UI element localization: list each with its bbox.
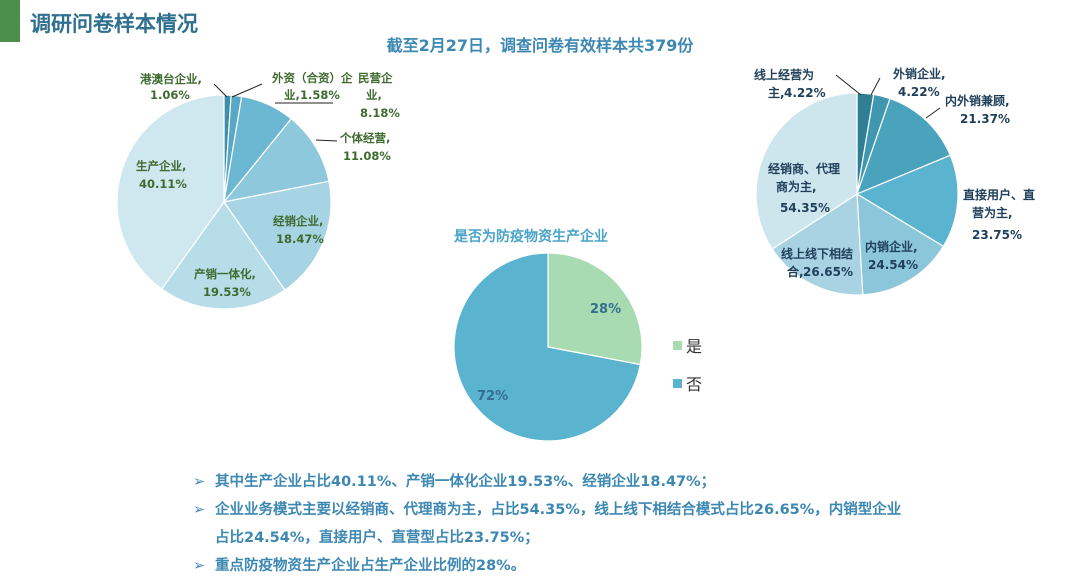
leader-line xyxy=(213,83,228,98)
slice-value: 11.08% xyxy=(343,149,391,163)
page-title: 调研问卷样本情况 xyxy=(30,12,198,36)
slice-label: 商为主, xyxy=(776,179,817,194)
finding-text: 重点防疫物资生产企业占生产企业比例的28%。 xyxy=(215,558,526,574)
pie-slice xyxy=(547,252,643,366)
slice-label: 经销商、代理 xyxy=(768,161,840,176)
pie-slice xyxy=(855,154,959,248)
slice-value: 18.47% xyxy=(276,232,324,246)
legend-swatch-no xyxy=(673,379,682,388)
findings-list: ➢ 其中生产企业占比40.11%、产销一体化企业19.53%、经销企业18.47… xyxy=(193,468,1013,580)
slice-value: 54.35% xyxy=(780,201,830,215)
slice-value: 21.37% xyxy=(960,112,1010,126)
finding-item: ➢ 其中生产企业占比40.11%、产销一体化企业19.53%、经销企业18.47… xyxy=(193,468,1013,496)
legend-swatch-yes xyxy=(673,341,682,350)
arrow-bullet-icon: ➢ xyxy=(193,502,206,518)
slice-label: 内销企业, xyxy=(865,239,918,254)
sample-subtitle: 截至2月27日，调查问卷有效样本共379份 xyxy=(386,36,694,55)
slice-label: 业, xyxy=(366,88,382,102)
slice-value: 40.11% xyxy=(139,177,187,191)
finding-item: ➢ 企业业务模式主要以经销商、代理商为主，占比54.35%，线上线下相结合模式占… xyxy=(193,496,1013,552)
business-model-pie xyxy=(755,92,959,296)
finding-text: 企业业务模式主要以经销商、代理商为主，占比54.35%，线上线下相结合模式占比2… xyxy=(215,502,902,518)
legend-label-yes: 是 xyxy=(686,337,702,356)
enterprise-type-labels: 港澳台企业, 1.06% 外资（合资）企 业, 1.58% 民营企 业, 8.1… xyxy=(136,71,400,299)
epidemic-supplies-pie xyxy=(453,252,643,442)
slice-label: 内外销兼顾, xyxy=(945,93,1010,108)
leader-line xyxy=(870,77,881,96)
leader-line xyxy=(925,107,941,119)
slice-label: 线上经营为 xyxy=(754,67,814,82)
accent-bar xyxy=(0,0,20,42)
pie-slice xyxy=(116,94,225,290)
pie-slice xyxy=(755,92,858,250)
leader-line xyxy=(231,83,263,98)
slice-label: 个体经营, xyxy=(339,131,390,145)
slice-label: 经销企业, xyxy=(273,214,323,228)
legend-label-no: 否 xyxy=(686,375,702,394)
finding-text: 其中生产企业占比40.11%、产销一体化企业19.53%、经销企业18.47%； xyxy=(215,474,716,490)
epidemic-pie-title: 是否为防疫物资生产企业 xyxy=(454,228,608,245)
slice-value: 4.22% xyxy=(898,85,940,99)
slice-value: 8.18% xyxy=(360,106,400,120)
slice-value: 26.65% xyxy=(803,265,853,279)
leader-line xyxy=(315,139,338,142)
finding-item: ➢ 重点防疫物资生产企业占生产企业比例的28%。 xyxy=(193,552,1013,580)
arrow-bullet-icon: ➢ xyxy=(193,474,206,490)
slice-value: 23.75% xyxy=(972,228,1022,242)
pie-slice xyxy=(856,192,945,296)
slice-label: 外销企业, xyxy=(893,66,946,81)
slice-label: 生产企业, xyxy=(136,159,186,173)
leader-line xyxy=(835,74,862,96)
pie-slice xyxy=(453,252,642,442)
slice-value: 24.54% xyxy=(868,258,918,272)
slice-value: 1.58% xyxy=(300,88,340,102)
slice-label: 直接用户、直 xyxy=(963,187,1035,202)
slice-value-yes: 28% xyxy=(590,302,621,317)
enterprise-type-pie xyxy=(116,94,332,310)
pie-slice xyxy=(771,192,864,296)
arrow-bullet-icon: ➢ xyxy=(193,558,206,574)
pie-slice xyxy=(855,97,952,196)
slice-value: 4.22% xyxy=(784,86,826,100)
slice-label: 线上线下相结 xyxy=(781,246,853,261)
slice-label: 业, xyxy=(284,88,300,102)
slice-label: 主, xyxy=(768,85,785,100)
slice-label: 营为主, xyxy=(972,205,1013,220)
pie-slice xyxy=(222,180,332,291)
slice-value: 19.53% xyxy=(203,285,251,299)
slice-label: 港澳台企业, xyxy=(140,72,202,86)
slice-label: 民营企 xyxy=(358,71,393,85)
slice-label: 合, xyxy=(787,264,804,279)
slice-value-no: 72% xyxy=(477,389,508,404)
finding-text: 占比24.54%，直接用户、直营型占比23.75%； xyxy=(215,530,539,546)
business-model-labels: 线上经营为 主, 4.22% 外销企业, 4.22% 内外销兼顾, 21.37%… xyxy=(754,66,1035,279)
slice-label: 外资（合资）企 xyxy=(271,71,353,85)
slice-value: 1.06% xyxy=(150,88,190,102)
pie-slice xyxy=(222,117,330,203)
pie-slice xyxy=(160,200,286,310)
slice-label: 产销一体化, xyxy=(194,267,256,281)
epidemic-legend: 是 否 xyxy=(673,337,702,394)
